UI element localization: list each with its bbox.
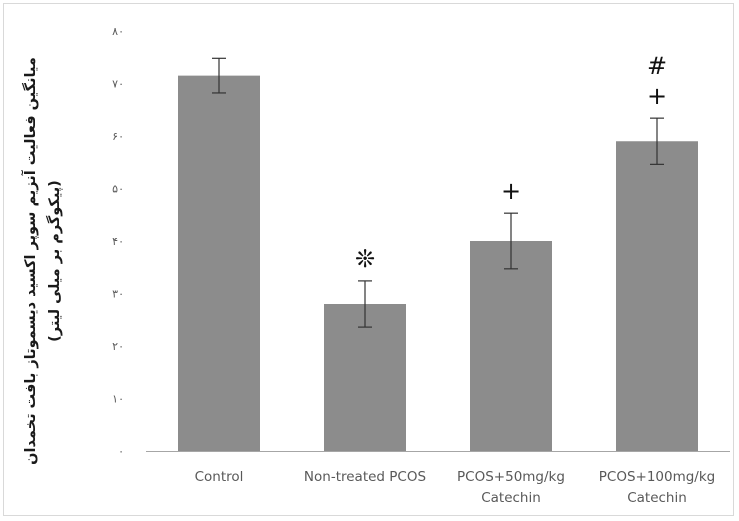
significance-marker: ❊ xyxy=(355,245,375,273)
y-tick-label: ۴۰ xyxy=(112,235,124,248)
significance-marker: + xyxy=(501,177,521,205)
bar xyxy=(178,75,260,451)
y-tick-label: ۱۰ xyxy=(112,393,124,406)
x-category-label: Control xyxy=(195,469,244,485)
x-category-label: Catechin xyxy=(481,490,541,506)
y-tick-label: ۳۰ xyxy=(112,288,124,301)
bar xyxy=(470,241,552,451)
bar xyxy=(616,141,698,451)
y-tick-label: ۶۰ xyxy=(112,130,124,143)
y-tick-label: ۷۰ xyxy=(112,78,124,91)
x-category-label: PCOS+100mg/kg xyxy=(599,469,716,485)
y-tick-label: ۵۰ xyxy=(112,183,124,196)
y-tick-label: ۰ xyxy=(118,445,124,458)
y-tick-label: ۸۰ xyxy=(112,25,124,38)
y-tick-label: ۲۰ xyxy=(112,340,124,353)
significance-marker: # xyxy=(647,52,667,80)
bar xyxy=(324,304,406,451)
x-category-label: PCOS+50mg/kg xyxy=(457,469,565,485)
x-category-label: Non-treated PCOS xyxy=(304,469,426,485)
significance-marker: + xyxy=(647,82,667,110)
x-category-label: Catechin xyxy=(627,490,687,506)
